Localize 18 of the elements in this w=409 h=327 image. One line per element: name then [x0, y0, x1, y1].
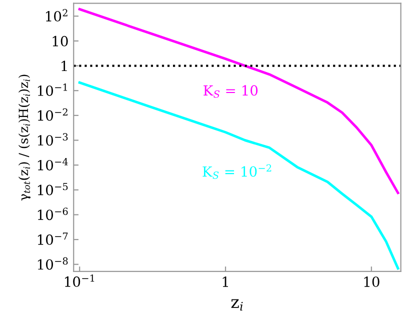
y-tick-label: 10$^{2}$: [46, 9, 68, 22]
x-tick-label: 10$^{−1}$: [65, 274, 94, 287]
y-tick-label: 10$^{−4}$: [38, 158, 68, 170]
y-tick-label: 10$^{−2}$: [38, 108, 68, 121]
y-tick-label: 1: [62, 60, 67, 72]
annotation: K$_{S}$ = 10: [204, 85, 258, 98]
y-tick-label: 10$^{−7}$: [38, 232, 68, 245]
x-tick-label: 10: [364, 276, 380, 288]
y-tick-label: 10$^{−8}$: [38, 257, 68, 270]
y-tick-label: 10$^{−5}$: [38, 182, 68, 196]
y-tick-label: 10$^{−1}$: [38, 84, 68, 96]
y-tick-label: 10$^{−6}$: [38, 208, 68, 220]
y-tick-label: 10$^{−3}$: [38, 133, 68, 146]
y-tick-label: 10: [52, 36, 68, 46]
text: γ$_{tot}$(z$_{i}$) / (s(z$_{i}$)H(z$_{i}$)z$_{i}$): [18, 74, 31, 201]
annotation: K$_{S}$ = 10$^{−2}$: [202, 164, 272, 179]
x-tick-label: 1: [222, 276, 228, 287]
x-axis-title: z$_{i}$: [231, 299, 243, 311]
